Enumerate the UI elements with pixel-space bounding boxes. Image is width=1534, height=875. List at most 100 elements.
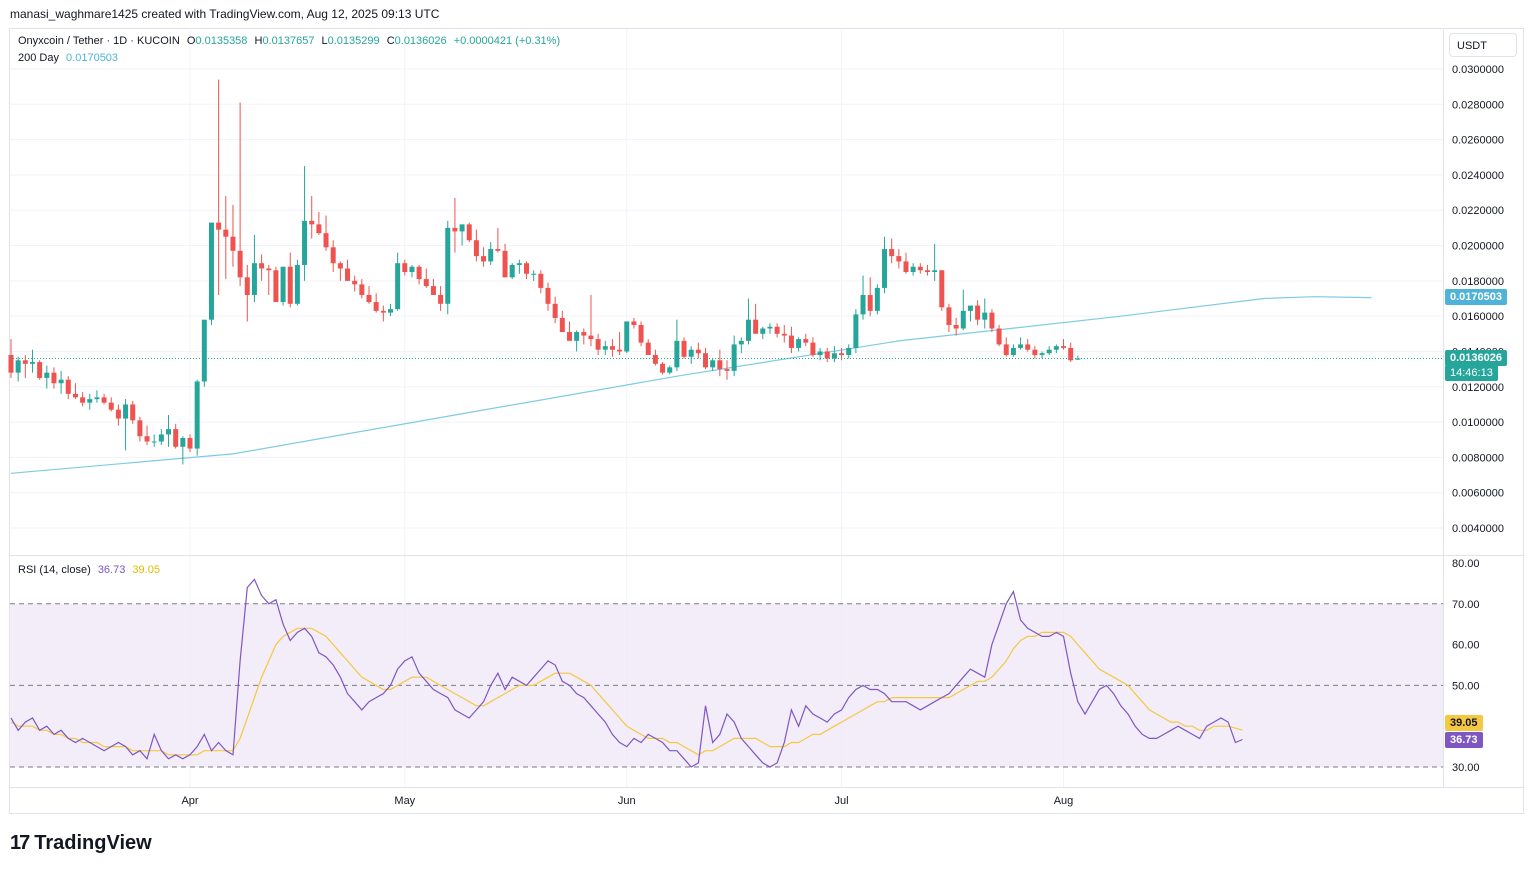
candle-body (330, 247, 336, 264)
ma-label: 200 Day (18, 52, 59, 64)
y-tick-label: 0.0060000 (1452, 488, 1504, 500)
currency-button[interactable]: USDT (1449, 33, 1517, 57)
candle-body (946, 307, 952, 325)
bar-countdown-badge: 14:46:13 (1445, 365, 1498, 381)
candle-body (846, 347, 852, 355)
candle-body (352, 280, 358, 285)
candle-body (674, 340, 680, 368)
candle-body (151, 441, 157, 443)
candle-body (882, 249, 888, 288)
candle-body (1053, 346, 1059, 350)
candle-body (531, 273, 537, 275)
last-price-badge: 0.0136026 (1445, 350, 1507, 366)
candle-body (910, 266, 916, 273)
candle-body (94, 397, 100, 400)
price-legend: Onyxcoin / Tether · 1D · KUCOIN O0.01353… (18, 35, 564, 47)
candle-body (645, 342, 651, 355)
candle-body (638, 324, 644, 343)
candle-body (273, 270, 279, 303)
candle-body (996, 328, 1002, 345)
ma-value: 0.0170503 (66, 52, 119, 64)
candle-body (37, 362, 43, 378)
candle-body (717, 360, 723, 370)
candle-body (187, 437, 193, 449)
candle-body (502, 250, 508, 278)
candle-body (1032, 349, 1038, 355)
candle-body (695, 349, 701, 354)
candle-body (624, 321, 630, 352)
tradingview-mark-icon: 17 (10, 832, 30, 854)
ma-legend[interactable]: 200 Day 0.0170503 (18, 52, 122, 64)
candle-body (538, 273, 544, 288)
candle-body (180, 437, 186, 447)
candle-body (402, 263, 408, 273)
candle-body (924, 270, 930, 273)
candle-body (430, 286, 436, 295)
candle-body (1003, 344, 1009, 355)
candle-body (738, 340, 744, 345)
candle-body (602, 346, 608, 350)
candle-body (745, 319, 751, 341)
candle-body (87, 399, 93, 403)
tradingview-logo[interactable]: 17 TradingView (10, 832, 152, 855)
candle-body (803, 339, 809, 343)
y-tick-label: 0.0240000 (1452, 170, 1504, 182)
candle-body (874, 287, 880, 311)
candle-body (294, 264, 300, 304)
high-label: H (254, 35, 263, 47)
candle-body (108, 402, 114, 410)
candle-body (552, 303, 558, 318)
candle-body (617, 349, 623, 352)
rsi-ma-line (10, 627, 1243, 756)
candle-body (760, 328, 766, 334)
candle-body (473, 240, 479, 257)
candle-body (731, 344, 737, 371)
candle-body (237, 250, 243, 278)
x-tick-label: Jun (618, 795, 636, 807)
candle-body (15, 360, 21, 373)
candle-body (302, 220, 308, 265)
candle-body (130, 404, 136, 421)
ma-price-badge: 0.0170503 (1445, 289, 1507, 305)
candle-body (774, 326, 780, 334)
x-tick-label: May (394, 795, 415, 807)
candle-body (22, 360, 28, 364)
x-tick-label: Jul (835, 795, 849, 807)
close-value: 0.0136026 (394, 35, 447, 47)
candle-body (1046, 349, 1052, 354)
candle-body (960, 310, 966, 329)
candle-body (581, 332, 587, 336)
y-tick-label: 0.0160000 (1452, 311, 1504, 323)
candle-body (445, 227, 451, 304)
symbol-title[interactable]: Onyxcoin / Tether · 1D · KUCOIN (18, 35, 180, 47)
candle-body (488, 249, 494, 262)
candle-body (831, 353, 837, 359)
candle-body (1061, 346, 1067, 348)
candle-body (824, 351, 830, 359)
candle-body (380, 310, 386, 313)
candle-body (259, 263, 265, 269)
candle-body (817, 351, 823, 355)
candle-body (216, 222, 222, 230)
rsi-label: RSI (14, close) (18, 564, 91, 576)
candle-body (166, 429, 172, 435)
candle-body (173, 429, 179, 447)
candle-body (359, 284, 365, 295)
candle-body (1075, 358, 1081, 360)
tradingview-wordmark: TradingView (34, 832, 152, 854)
candle-body (452, 227, 458, 232)
rsi-legend[interactable]: RSI (14, close) 36.73 39.05 (18, 564, 164, 576)
candle-body (438, 294, 444, 304)
candle-body (588, 335, 594, 340)
rsi-line (10, 578, 1243, 768)
candle-body (524, 263, 530, 274)
chart-frame (9, 28, 1524, 814)
y-tick-label: 0.0180000 (1452, 276, 1504, 288)
rsi-tick-label: 80.00 (1452, 558, 1480, 570)
candle-body (724, 369, 730, 371)
candle-body (903, 261, 909, 273)
y-tick-label: 0.0280000 (1452, 99, 1504, 111)
candle-body (703, 353, 709, 368)
candle-body (975, 305, 981, 320)
